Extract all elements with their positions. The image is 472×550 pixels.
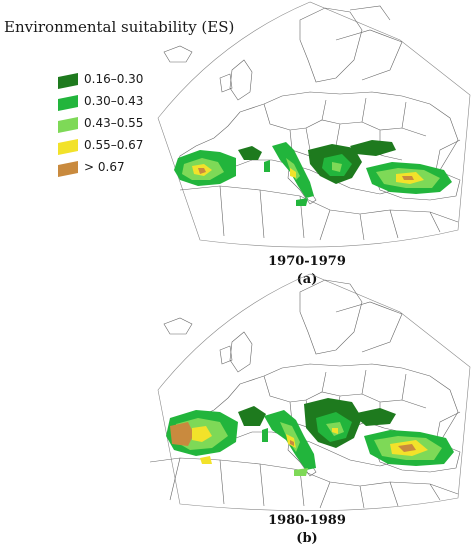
panel-label: (b) (296, 531, 318, 546)
suitability-patches (174, 140, 452, 206)
europe-map-svg (157, 1, 471, 248)
legend-item: 0.43–0.55 (58, 114, 198, 136)
panel-label: (a) (296, 272, 318, 287)
country-borders (149, 273, 471, 512)
legend: 0.16–0.30 0.30–0.43 0.43–0.55 0.55–0.67 … (58, 70, 198, 180)
legend-swatch (58, 73, 78, 89)
map-1970-1979 (140, 0, 472, 250)
legend-item: 0.30–0.43 (58, 92, 198, 114)
legend-label: 0.43–0.55 (84, 116, 144, 130)
legend-label: 0.16–0.30 (84, 72, 144, 86)
legend-item: 0.55–0.67 (58, 136, 198, 158)
suitability-patches (166, 398, 454, 476)
legend-item: > 0.67 (58, 158, 198, 180)
legend-title: Environmental suitability (ES) (4, 18, 235, 36)
period-label: 1980-1989 (268, 513, 346, 528)
map-1980-1989 (140, 272, 472, 512)
period-label: 1970-1979 (268, 254, 346, 269)
legend-label: 0.30–0.43 (84, 94, 144, 108)
legend-label: 0.55–0.67 (84, 138, 144, 152)
country-borders (157, 1, 471, 248)
legend-swatch (58, 117, 78, 133)
legend-swatch (58, 161, 78, 177)
legend-swatch (58, 139, 78, 155)
europe-map-svg (149, 273, 471, 512)
legend-swatch (58, 95, 78, 111)
legend-label: > 0.67 (84, 160, 125, 174)
legend-item: 0.16–0.30 (58, 70, 198, 92)
